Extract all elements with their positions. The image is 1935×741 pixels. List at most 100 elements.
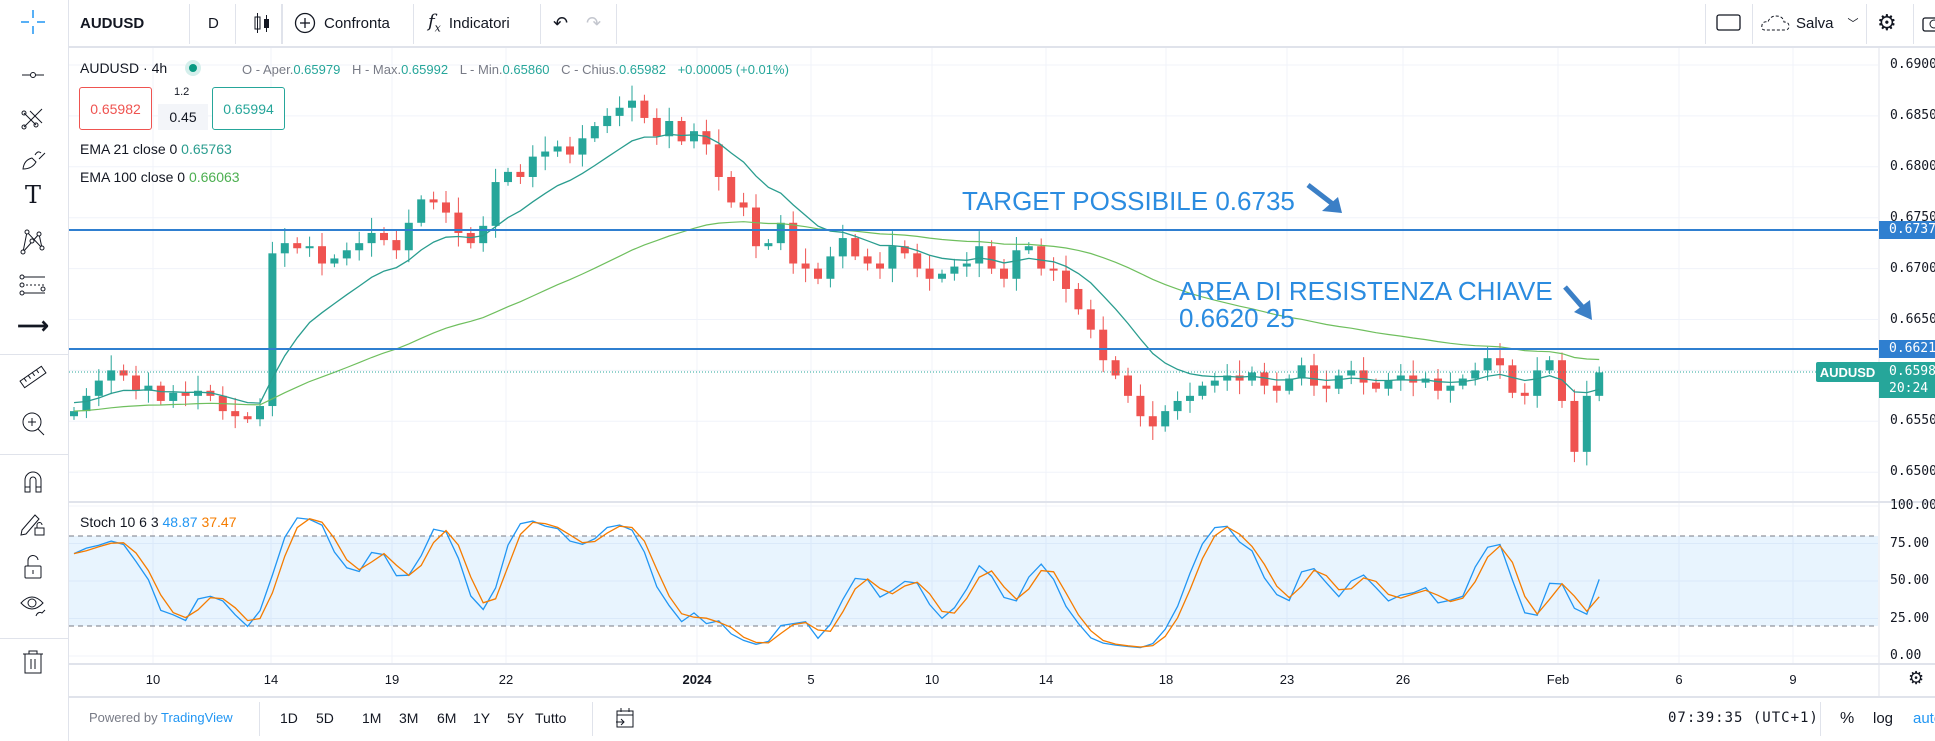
compare-button[interactable]: Confronta [294, 0, 390, 46]
candle-body [1074, 288, 1083, 310]
candle-body [603, 115, 612, 127]
text-tool[interactable]: T [18, 180, 48, 210]
stoch-tick-label: 100.00 [1890, 498, 1935, 513]
legend-separator: · [143, 60, 148, 76]
symbol-label: AUDUSD [80, 14, 145, 32]
fullscreen-button[interactable] [1716, 0, 1742, 46]
candle-body [1533, 370, 1542, 396]
open-value: 0.65979 [293, 62, 341, 77]
candle [1012, 237, 1021, 291]
magnet-tool[interactable] [18, 466, 48, 496]
powered-by-link[interactable]: Powered by TradingView [89, 710, 233, 725]
candle-body [962, 263, 971, 267]
crosshair-tool[interactable] [18, 7, 48, 37]
candle-body [1322, 385, 1331, 389]
candle-body [355, 243, 364, 251]
redo-button[interactable]: ↷ [586, 0, 601, 46]
settings-button[interactable]: ⚙ [1877, 0, 1897, 46]
range-1d[interactable]: 1D [280, 710, 298, 726]
range-6m[interactable]: 6M [437, 710, 457, 726]
candle-body [1260, 372, 1269, 386]
arrow-tool[interactable]: ⟶ [17, 311, 49, 341]
clock[interactable]: 07:39:35 (UTC+1) [1668, 710, 1819, 726]
undo-button[interactable]: ↶ [553, 0, 568, 46]
candle [1037, 238, 1046, 276]
candle [181, 381, 190, 407]
resistance-annotation[interactable]: AREA DI RESISTENZA CHIAVE 0.6620 25 [1179, 278, 1553, 332]
camera-icon [1922, 17, 1935, 32]
candle-body [454, 212, 463, 233]
trend-line-tool[interactable] [18, 60, 48, 90]
stoch-band [69, 536, 1878, 626]
indicators-label: Indicatori [448, 14, 510, 32]
price-tick-label: 0.6800 [1890, 158, 1935, 174]
candle-body [553, 146, 562, 152]
candle [1471, 362, 1480, 386]
time-tick-label: 26 [1395, 672, 1411, 687]
fib-tool[interactable] [18, 270, 48, 300]
sell-button[interactable]: 0.65982 [79, 87, 152, 130]
time-tick-label: 6 [1675, 672, 1683, 687]
ema100-legend[interactable]: EMA 100 close 0 0.66063 [80, 169, 240, 185]
axis-settings-button[interactable]: ⚙ [1908, 668, 1924, 689]
candle-body [1310, 365, 1318, 386]
candle [119, 364, 128, 381]
stoch-legend[interactable]: Stoch 10 6 3 48.87 37.47 [80, 514, 237, 530]
candle [603, 108, 612, 134]
time-tick-label: 10 [145, 672, 161, 687]
candle-body [1483, 358, 1492, 371]
candle-body [814, 268, 822, 279]
chart-type-button[interactable] [252, 0, 272, 46]
percent-scale-toggle[interactable]: % [1840, 710, 1855, 727]
goto-date-button[interactable] [615, 707, 635, 732]
resistance-arrow-icon[interactable] [1563, 285, 1592, 320]
symbol-search-button[interactable]: AUDUSD [80, 0, 144, 46]
range-5d[interactable]: 5D [316, 710, 334, 726]
measure-tool[interactable] [18, 362, 48, 392]
snapshot-button[interactable] [1922, 0, 1935, 46]
auto-scale-toggle[interactable]: auto [1913, 710, 1935, 727]
candle [1508, 359, 1517, 399]
ema21-value: 0.65763 [181, 141, 232, 157]
pitchfork-tool[interactable] [18, 103, 48, 133]
series-legend[interactable]: AUDUSD · 4h [80, 60, 202, 76]
candle [1148, 401, 1157, 440]
candle-body [417, 199, 426, 223]
candle-body [863, 256, 872, 264]
save-button[interactable]: Salva ﹀ [1761, 0, 1859, 46]
sell-price: 0.65982 [90, 100, 141, 117]
lock-all-tool[interactable] [18, 552, 48, 582]
range-all[interactable]: Tutto [535, 710, 567, 726]
range-3m[interactable]: 3M [399, 710, 419, 726]
legend-symbol: AUDUSD [80, 60, 140, 76]
target-arrow-icon[interactable] [1306, 183, 1342, 213]
target-annotation[interactable]: TARGET POSSIBILE 0.6735 [962, 186, 1295, 216]
range-1y[interactable]: 1Y [473, 710, 491, 726]
hide-drawings-tool[interactable] [18, 590, 48, 620]
candle-body [528, 156, 537, 177]
time-tick-label: 23 [1279, 672, 1295, 687]
candle-body [925, 268, 934, 279]
buy-button[interactable]: 0.65994 [212, 87, 285, 130]
candle-body [1359, 370, 1368, 383]
candle [442, 191, 450, 223]
candle [628, 85, 636, 122]
interval-button[interactable]: D [208, 0, 219, 46]
zoom-tool[interactable] [18, 409, 48, 439]
remove-drawings-tool[interactable] [18, 647, 48, 677]
log-scale-toggle[interactable]: log [1873, 710, 1894, 727]
candle [690, 123, 698, 149]
candle [107, 355, 116, 395]
candle [1161, 405, 1170, 432]
candle-body [119, 370, 128, 376]
lock-drawing-tool[interactable] [18, 509, 48, 539]
range-1m[interactable]: 1M [362, 710, 382, 726]
market-status-icon[interactable] [185, 60, 202, 76]
range-5y[interactable]: 5Y [507, 710, 525, 726]
pattern-tool[interactable] [18, 227, 48, 257]
ema21-legend[interactable]: EMA 21 close 0 0.65763 [80, 141, 232, 157]
candle [1062, 255, 1070, 303]
brush-tool[interactable] [18, 145, 48, 175]
indicators-button[interactable]: fx Indicatori [428, 0, 510, 46]
